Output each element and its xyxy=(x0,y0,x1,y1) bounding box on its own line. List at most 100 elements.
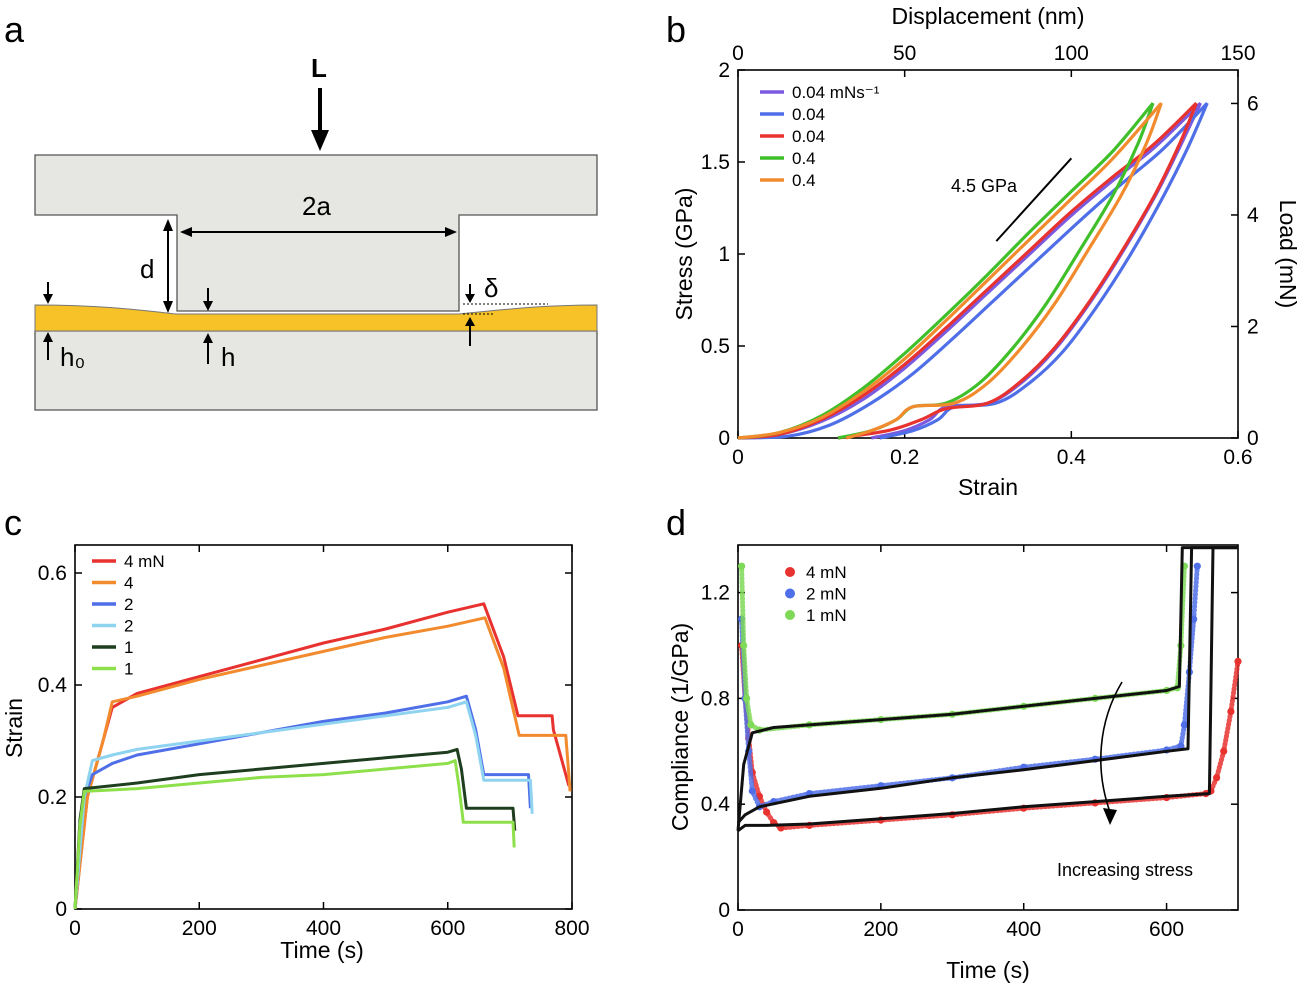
y2-tick-label: 6 xyxy=(1247,92,1259,115)
panel-a-letter: a xyxy=(4,9,25,50)
y-tick-label: 0.6 xyxy=(38,562,67,585)
slope-annotation: 4.5 GPa xyxy=(951,176,1018,196)
x-tick-label: 0 xyxy=(732,918,744,941)
x-tick-label: 200 xyxy=(182,917,217,940)
delta-arrows xyxy=(463,284,548,346)
panel-c-letter: c xyxy=(4,502,22,543)
legend-label: 1 xyxy=(124,660,133,679)
substrate-block xyxy=(34,330,598,411)
legend-label: 0.4 xyxy=(792,171,816,190)
panel-a: a L 2a d h₀ xyxy=(4,9,598,411)
y-axis-label-b: Stress (GPa) xyxy=(671,188,697,321)
x-tick-label: 600 xyxy=(1149,918,1184,941)
fit-line xyxy=(736,546,1238,824)
y2-tick-label: 2 xyxy=(1247,315,1259,338)
x-tick-label: 0 xyxy=(69,917,81,940)
panel-d: d 0 200 400 600 0 0.4 0.8 1.2 4 mN 2 mN 1 mN Incr… xyxy=(666,502,1242,983)
series-b xyxy=(737,101,1209,440)
load-arrow xyxy=(311,88,329,151)
x-tick-label: 200 xyxy=(863,918,898,941)
unloading-curve xyxy=(837,102,1198,440)
strain-curve xyxy=(73,700,534,910)
radius-label: 2a xyxy=(302,191,331,221)
legend-label: 0.04 xyxy=(792,127,825,146)
legend-label: 1 xyxy=(124,638,133,657)
fit-line xyxy=(737,546,1238,832)
series-c xyxy=(73,602,572,910)
slope-line xyxy=(995,157,1073,242)
x2-tick-label: 0 xyxy=(732,42,744,65)
legend-label: 0.04 mNs⁻¹ xyxy=(792,83,880,102)
strain-curve xyxy=(73,747,517,910)
strain-curve xyxy=(73,694,532,910)
x-tick-label: 0.4 xyxy=(1057,446,1087,469)
legend-label: 4 xyxy=(124,574,133,593)
y-tick-label: 0.2 xyxy=(38,786,67,809)
y-tick-label: 0.8 xyxy=(701,687,730,710)
panel-b-letter: b xyxy=(666,9,686,50)
x-tick-label: 400 xyxy=(1006,918,1041,941)
gap-label: d xyxy=(140,254,154,284)
x-axis-label-d: Time (s) xyxy=(946,957,1029,983)
increasing-stress-arrow xyxy=(1100,681,1123,825)
y2-axis-label-b: Load (mN) xyxy=(1275,200,1299,309)
film-layer xyxy=(34,304,598,332)
legend-label: 2 xyxy=(124,595,133,614)
legend-label: 0.04 xyxy=(792,105,825,124)
y-tick-label: 0.4 xyxy=(38,674,68,697)
panel-c: c 0 200 400 600 800 0 0.2 0.4 0.6 4 mN 4 2 2 1 1 Time… xyxy=(1,502,590,963)
x-axis-label-c: Time (s) xyxy=(280,937,363,963)
strain-curve xyxy=(73,616,572,910)
plot-frame-c xyxy=(74,544,573,910)
ticks-c: 0 200 400 600 800 0 0.2 0.4 0.6 xyxy=(38,545,590,940)
legend-label: 1 mN xyxy=(806,606,847,625)
x-tick-label: 400 xyxy=(306,917,341,940)
legend-marker xyxy=(785,610,795,620)
compliance-trace xyxy=(739,643,1241,831)
legend-label: 4 mN xyxy=(806,563,847,582)
x2-tick-label: 50 xyxy=(893,42,916,65)
ticks-d: 0 200 400 600 0 0.4 0.8 1.2 xyxy=(701,545,1238,941)
x-tick-label: 0.6 xyxy=(1223,446,1252,469)
plot-frame-d xyxy=(737,544,1239,911)
delta-label: δ xyxy=(484,273,498,303)
legend-label: 2 xyxy=(124,617,133,636)
legend-label: 2 mN xyxy=(806,585,847,604)
legend-b: 0.04 mNs⁻¹ 0.04 0.04 0.4 0.4 xyxy=(760,83,880,190)
strain-curve xyxy=(73,759,516,910)
fit-lines-d xyxy=(736,546,1238,832)
panel-d-letter: d xyxy=(666,502,686,543)
h-arrows xyxy=(203,288,213,364)
radius-arrow xyxy=(180,227,457,237)
y-axis-label-c: Strain xyxy=(1,698,27,758)
unloading-curve xyxy=(845,102,1163,440)
y-tick-label: 2 xyxy=(718,59,730,82)
y-tick-label: 0.4 xyxy=(701,793,731,816)
loading-curve xyxy=(737,101,1209,440)
unloading-curve xyxy=(870,102,1202,440)
load-label: L xyxy=(311,53,327,83)
y-tick-label: 1.5 xyxy=(701,151,730,174)
y-tick-label: 0 xyxy=(55,898,67,921)
fit-line xyxy=(736,546,1238,831)
h0-arrows xyxy=(43,282,53,360)
x-tick-label: 600 xyxy=(430,917,465,940)
unloading-curve xyxy=(879,102,1209,440)
legend-label: 4 mN xyxy=(124,552,165,571)
x-tick-label: 0 xyxy=(732,446,744,469)
y-tick-label: 0 xyxy=(718,427,730,450)
y-axis-label-d: Compliance (1/GPa) xyxy=(667,623,693,831)
legend-c: 4 mN 4 2 2 1 1 xyxy=(92,552,165,679)
h0-label: h₀ xyxy=(60,342,85,372)
x2-tick-label: 100 xyxy=(1054,42,1089,65)
y-tick-label: 1 xyxy=(718,243,730,266)
y-tick-label: 0 xyxy=(718,899,730,922)
increasing-stress-label: Increasing stress xyxy=(1057,860,1193,880)
x-tick-label: 0.2 xyxy=(890,446,919,469)
h-label: h xyxy=(221,342,235,372)
gap-arrow xyxy=(163,219,173,313)
x-tick-label: 800 xyxy=(554,917,589,940)
